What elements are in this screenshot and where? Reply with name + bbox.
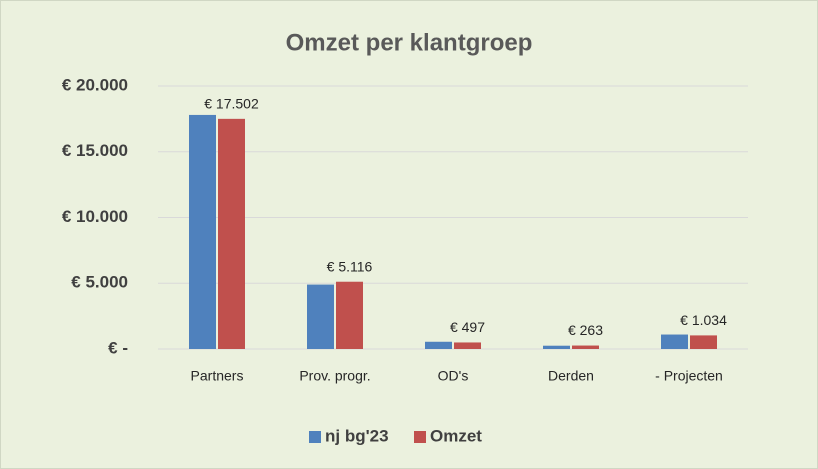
bar <box>425 341 452 349</box>
y-tick-label: € 5.000 <box>71 273 128 292</box>
bar <box>218 118 245 350</box>
y-tick-label: € 20.000 <box>62 75 128 94</box>
y-tick-label: € 10.000 <box>62 207 128 226</box>
data-label: € 497 <box>450 319 485 335</box>
legend-label: nj bg'23 <box>325 426 389 445</box>
x-tick-label: OD's <box>438 368 469 384</box>
legend-label: Omzet <box>430 426 482 445</box>
bar <box>454 342 481 349</box>
legend-swatch <box>414 431 426 443</box>
x-tick-label: Derden <box>548 368 594 384</box>
x-tick-label: Partners <box>191 368 244 384</box>
data-label: € 263 <box>568 322 603 338</box>
data-label: € 1.034 <box>680 312 727 328</box>
bar <box>543 345 570 349</box>
y-tick-label: € 15.000 <box>62 141 128 160</box>
bar <box>336 281 363 349</box>
bar <box>189 114 216 350</box>
x-tick-label: - Projecten <box>655 368 723 384</box>
x-tick-label: Prov. progr. <box>299 368 370 384</box>
y-tick-label: € - <box>108 338 128 357</box>
data-label: € 17.502 <box>204 96 259 112</box>
bar <box>572 345 599 349</box>
legend-swatch <box>309 431 321 443</box>
data-label: € 5.116 <box>327 258 373 274</box>
bar <box>307 284 334 349</box>
chart-title: Omzet per klantgroep <box>286 29 533 56</box>
bar <box>661 334 688 349</box>
bar <box>690 335 717 349</box>
